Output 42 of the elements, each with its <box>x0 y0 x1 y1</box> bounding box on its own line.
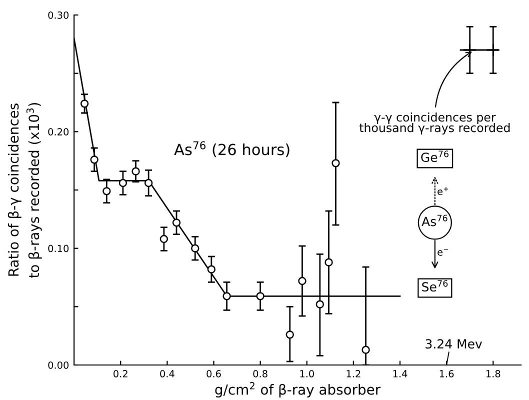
x-tick-label: 0.6 <box>206 370 221 378</box>
x-tick-label: 1.8 <box>486 370 500 378</box>
x-tick-label: 0.8 <box>253 370 268 378</box>
annotation: Se$^{76}$ <box>422 280 448 292</box>
annotation: As$^{76}$ <box>422 214 448 226</box>
annotation: As$^{76}$ (26 hours) <box>174 141 290 158</box>
annotation: γ-γ coincidences per thousand γ-rays recorded <box>359 112 510 134</box>
y-tick-label: 0.00 <box>48 361 69 369</box>
point <box>222 292 231 300</box>
x-tick-label: 1.4 <box>393 370 408 378</box>
y-tick-label: 0.30 <box>48 11 69 19</box>
point <box>324 258 333 266</box>
point <box>286 330 294 339</box>
annotation: e$^{+}$ <box>438 186 448 196</box>
point <box>118 178 128 188</box>
point <box>332 159 340 168</box>
point <box>132 167 140 176</box>
annotation: Ge$^{76}$ <box>421 150 449 162</box>
point <box>160 234 168 244</box>
x-tick-label: 1.6 <box>440 370 454 378</box>
point <box>486 43 500 57</box>
annotation: e$^{−}$ <box>438 249 448 256</box>
point <box>298 276 306 286</box>
x-axis-title: g/cm$^{2}$ of β-ray absorber <box>215 382 381 398</box>
y-tick-label: 0.10 <box>48 244 69 252</box>
x-tick-label: 0.2 <box>114 370 128 378</box>
point <box>316 300 324 308</box>
point <box>256 292 264 300</box>
point <box>207 265 216 274</box>
point <box>90 156 98 164</box>
point <box>80 100 89 108</box>
annotation: 3.24 Mev <box>426 339 482 349</box>
y-tick-label: 0.20 <box>48 128 69 136</box>
point <box>191 244 200 252</box>
point <box>102 187 111 196</box>
y-axis-title: Ratio of β-γ coincidences to β-rays recorded (x10$^{3}$) <box>8 103 42 278</box>
point <box>362 346 370 354</box>
point <box>172 218 181 227</box>
point <box>144 178 153 188</box>
x-tick-label: 1.0 <box>300 370 314 378</box>
x-tick-label: 1.2 <box>346 370 360 378</box>
x-tick-label: 0.4 <box>160 370 174 378</box>
